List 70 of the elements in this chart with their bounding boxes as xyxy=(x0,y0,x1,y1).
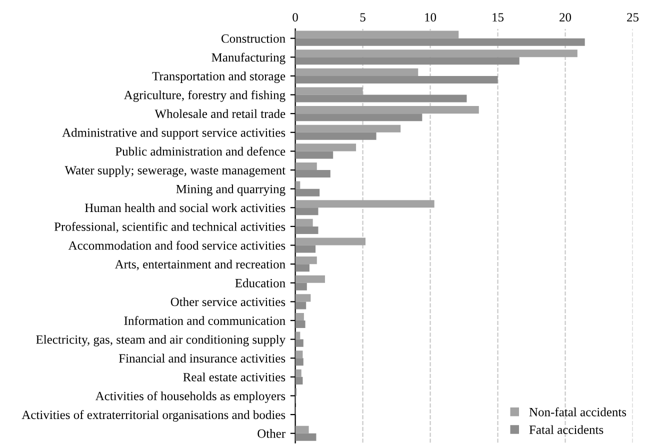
x-tick-label: 15 xyxy=(492,13,504,22)
bar xyxy=(295,151,334,159)
y-tick-label: Wholesale and retail trade xyxy=(154,109,286,118)
bar xyxy=(295,144,356,152)
bar xyxy=(295,376,303,384)
y-tick-label: Other xyxy=(258,429,286,438)
x-tick-label: 20 xyxy=(560,13,572,22)
bar xyxy=(295,320,306,328)
bar xyxy=(295,294,311,302)
bar xyxy=(295,302,306,310)
y-tick-label: Mining and quarrying xyxy=(176,184,286,196)
bar xyxy=(295,94,467,102)
y-tick-label: Human health and social work activities xyxy=(84,203,286,212)
bar xyxy=(295,332,300,340)
y-tick-label: Water supply; sewerage, waste management xyxy=(64,166,286,178)
bar xyxy=(295,68,418,76)
bar xyxy=(295,339,304,347)
y-tick-label: Accommodation and food service activities xyxy=(68,240,286,250)
y-tick-label: Administrative and support service activities xyxy=(62,128,286,140)
y-tick-label: Financial and insurance activities xyxy=(118,354,286,363)
bar xyxy=(295,50,578,58)
bar xyxy=(295,200,434,208)
bar xyxy=(295,181,300,189)
bar xyxy=(295,218,313,226)
bar xyxy=(295,124,401,132)
bar xyxy=(295,38,585,46)
legend-label: Fatal accidents xyxy=(529,425,604,434)
bar xyxy=(295,226,318,234)
bar xyxy=(295,275,325,283)
y-tick-label: Manufacturing xyxy=(212,52,286,64)
bar xyxy=(295,238,366,246)
bar xyxy=(295,30,459,38)
y-tick-label: Agriculture, forestry and fishing xyxy=(124,90,286,102)
x-tick-label: 5 xyxy=(360,13,366,22)
bar xyxy=(295,188,320,196)
bar xyxy=(295,114,422,122)
y-tick-label: Construction xyxy=(222,34,286,43)
y-tick-label: Professional, scientific and technical activities xyxy=(54,222,286,233)
bar xyxy=(295,170,330,178)
bar xyxy=(295,358,304,366)
y-tick-label: Activities of households as employers xyxy=(95,391,286,403)
bar xyxy=(295,426,309,434)
y-tick-label: Real estate activities xyxy=(183,372,286,382)
y-tick-label: Electricity, gas, steam and air conditioning supply xyxy=(36,334,286,346)
x-tick-label: 0 xyxy=(292,13,298,22)
legend-label: Non-fatal accidents xyxy=(529,407,626,416)
y-tick-label: Public administration and defence xyxy=(115,146,286,156)
bar xyxy=(295,264,310,272)
bar xyxy=(295,256,317,264)
bar xyxy=(295,132,376,140)
bar xyxy=(295,208,318,216)
bar xyxy=(295,57,520,65)
y-tick-label: Transportation and storage xyxy=(152,72,286,83)
bar xyxy=(295,369,302,377)
y-tick-label: Information and communication xyxy=(124,316,286,325)
x-tick-label: 10 xyxy=(425,13,436,22)
bar xyxy=(295,433,316,441)
bar xyxy=(295,106,479,114)
bar xyxy=(295,87,363,95)
bar xyxy=(295,312,304,320)
bar xyxy=(295,76,498,84)
bar xyxy=(295,162,317,170)
bar xyxy=(295,350,303,358)
bar xyxy=(295,245,316,253)
y-tick-label: Other service activities xyxy=(170,297,286,306)
y-tick-label: Education xyxy=(235,278,286,288)
bar xyxy=(295,282,307,290)
x-tick-label: 25 xyxy=(627,13,639,22)
y-tick-label: Activities of extraterritorial organisations and bodies xyxy=(22,410,286,422)
y-tick-label: Arts, entertainment and recreation xyxy=(114,260,286,270)
